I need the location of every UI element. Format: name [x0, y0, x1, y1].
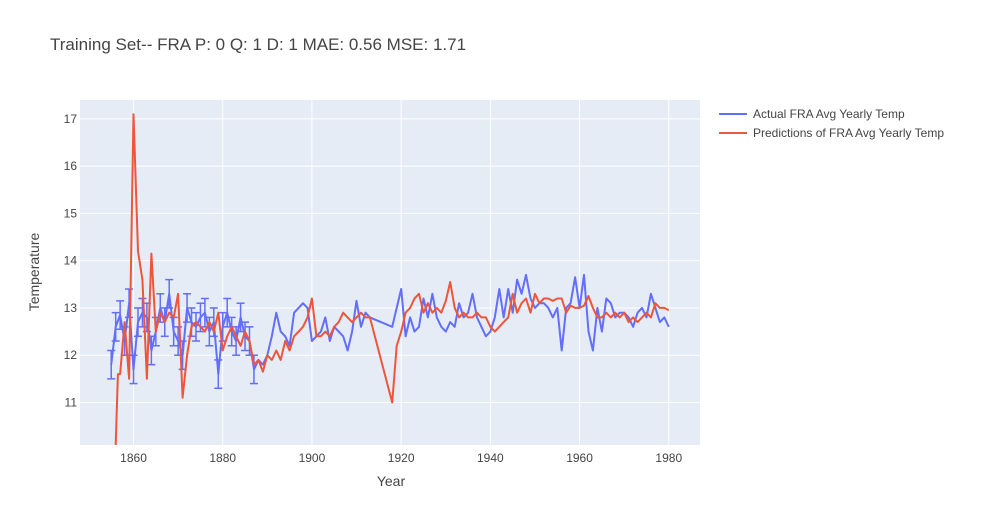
y-tick-label: 15 [64, 206, 78, 220]
x-tick-label: 1860 [120, 451, 147, 465]
gridlines [80, 100, 700, 445]
y-tick-label: 13 [64, 301, 78, 315]
x-tick-label: 1880 [209, 451, 236, 465]
y-tick-label: 16 [64, 159, 78, 173]
y-tick-label: 17 [64, 112, 78, 126]
y-tick-label: 14 [64, 254, 78, 268]
x-tick-label: 1960 [566, 451, 593, 465]
chart-title: Training Set-- FRA P: 0 Q: 1 D: 1 MAE: 0… [50, 35, 466, 54]
x-axis-ticks: 1860 1880 1900 1920 1940 1960 1980 [120, 451, 682, 465]
y-axis-ticks: 11 12 13 14 15 16 17 [64, 112, 78, 410]
x-tick-label: 1920 [388, 451, 415, 465]
legend-label-actual[interactable]: Actual FRA Avg Yearly Temp [753, 107, 905, 121]
legend[interactable]: Actual FRA Avg Yearly Temp Predictions o… [719, 107, 944, 140]
y-axis-title: Temperature [26, 232, 42, 311]
x-axis-title: Year [377, 473, 406, 489]
actual-series-line [110, 273, 670, 376]
legend-label-predictions[interactable]: Predictions of FRA Avg Yearly Temp [753, 126, 944, 140]
series-lines [110, 113, 670, 446]
y-tick-label: 11 [65, 395, 78, 409]
x-tick-label: 1980 [655, 451, 682, 465]
predictions-series-line [114, 113, 670, 446]
x-tick-label: 1940 [477, 451, 504, 465]
x-tick-label: 1900 [299, 451, 326, 465]
y-tick-label: 12 [64, 348, 78, 362]
